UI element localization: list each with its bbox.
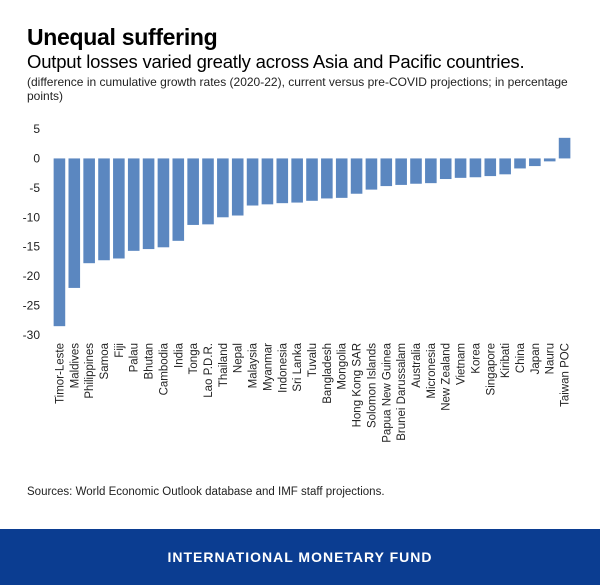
bar-chart: 50-5-10-15-20-25-30 Timor-Leste Maldives P… <box>23 122 572 443</box>
y-axis: 5 0 -5 -10 -15 -20 -25 -30 <box>23 122 41 342</box>
bar-china <box>514 158 526 169</box>
y-tick-label: -25 <box>23 299 41 313</box>
bar-bhutan <box>142 158 155 250</box>
x-tick-label: Nauru <box>545 343 557 374</box>
bar-bangladesh <box>321 158 333 199</box>
x-tick-label: Solomon Islands <box>366 343 378 428</box>
x-tick-label: Malaysia <box>248 342 260 388</box>
x-tick-label: Mongolia <box>337 342 349 389</box>
x-tick-label: Bhutan <box>144 343 156 379</box>
x-tick-label: China <box>515 342 527 373</box>
x-tick-label: Brunei Darussalam <box>396 343 408 441</box>
x-tick-label: Taiwan POC <box>560 343 572 407</box>
x-tick-label: Indonesia <box>277 342 289 392</box>
bar-nepal <box>231 158 244 216</box>
x-tick-label: Tuvalu <box>307 343 319 377</box>
bar-mongolia <box>335 158 348 198</box>
x-tick-label: Nepal <box>233 343 245 373</box>
x-tick-label: Bangladesh <box>322 343 334 404</box>
bar-taiwan-poc <box>558 137 571 159</box>
y-tick-label: -15 <box>23 240 41 254</box>
bar-sri-lanka <box>291 158 303 203</box>
bar-myanmar <box>261 158 274 205</box>
x-tick-label: Kiribati <box>500 343 512 378</box>
bar-tonga <box>187 158 199 225</box>
chart-subtitle: Output losses varied greatly across Asia… <box>27 51 525 72</box>
x-tick-label: New Zealand <box>441 343 453 411</box>
bar-brunei-darussalam <box>395 158 407 185</box>
bar-thailand <box>217 158 229 218</box>
x-tick-label: Papua New Guinea <box>381 342 393 442</box>
x-tick-label: Singapore <box>485 343 497 395</box>
bar-kiribati <box>499 158 511 175</box>
bar-samoa <box>98 158 110 261</box>
y-tick-label: 5 <box>33 122 40 136</box>
y-tick-label: -5 <box>29 181 40 195</box>
chart-note: (difference in cumulative growth rates (… <box>27 75 568 103</box>
bar-maldives <box>68 158 81 288</box>
x-tick-label: Cambodia <box>158 342 170 395</box>
bar-palau <box>127 158 140 251</box>
bar-tuvalu <box>306 158 318 201</box>
footer-brand: INTERNATIONAL MONETARY FUND <box>167 549 433 565</box>
y-tick-label: -10 <box>23 210 41 224</box>
x-tick-label: Fiji <box>114 343 126 358</box>
bar-fiji <box>113 158 125 259</box>
x-tick-label: Vietnam <box>456 343 468 385</box>
x-tick-label: Sri Lanka <box>292 342 304 391</box>
bar-nauru <box>543 158 556 162</box>
bar-hong-kong-sar <box>350 158 363 194</box>
bar-micronesia <box>425 158 437 184</box>
x-tick-label: India <box>173 342 185 368</box>
x-tick-label: Korea <box>470 342 482 373</box>
x-tick-label: Japan <box>530 343 542 374</box>
bar-singapore <box>484 158 497 177</box>
bar-solomon-islands <box>365 158 378 190</box>
x-tick-label: Tonga <box>188 342 200 374</box>
bar-philippines <box>83 158 95 264</box>
bar-lao-p-d-r- <box>202 158 214 225</box>
x-tick-label: Maldives <box>69 343 81 389</box>
x-tick-label: Thailand <box>218 343 230 387</box>
x-tick-label: Timor-Leste <box>54 343 66 404</box>
y-tick-label: 0 <box>33 151 40 165</box>
x-tick-label: Samoa <box>99 342 111 379</box>
bar-vietnam <box>454 158 467 178</box>
footer-bar: INTERNATIONAL MONETARY FUND <box>0 529 600 585</box>
bar-india <box>172 158 185 241</box>
x-tick-label: Philippines <box>84 343 96 399</box>
x-tick-label: Myanmar <box>262 343 274 391</box>
y-tick-label: -30 <box>23 328 41 342</box>
bar-timor-leste <box>53 158 66 327</box>
bar-papua-new-guinea <box>380 158 393 187</box>
x-tick-label: Micronesia <box>426 342 438 398</box>
bar-new-zealand <box>439 158 452 180</box>
x-tick-label: Hong Kong SAR <box>352 343 364 427</box>
chart-title: Unequal suffering <box>27 24 218 50</box>
bar-malaysia <box>246 158 259 206</box>
bar-korea <box>469 158 482 178</box>
bar-series <box>53 137 571 327</box>
source-note: Sources: World Economic Outlook database… <box>27 486 385 498</box>
y-tick-label: -20 <box>23 269 41 283</box>
bar-indonesia <box>276 158 289 204</box>
x-tick-label: Lao P.D.R. <box>203 343 215 398</box>
bar-cambodia <box>157 158 170 248</box>
x-tick-label: Palau <box>129 343 141 372</box>
x-tick-label: Australia <box>411 342 423 387</box>
x-axis-labels: Timor-Leste Maldives Philippines Samoa Fiji P… <box>54 342 571 442</box>
bar-australia <box>410 158 422 184</box>
bar-japan <box>529 158 541 167</box>
